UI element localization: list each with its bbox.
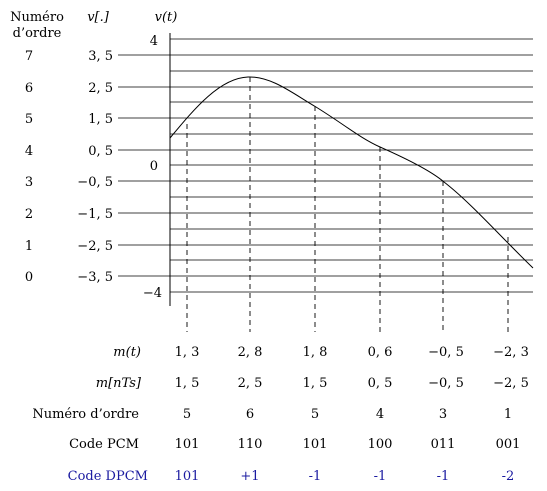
level-order: 3 — [25, 175, 33, 190]
level-order: 6 — [25, 81, 33, 96]
sample-value: 1, 8 — [303, 345, 328, 360]
quantized-value: −0, 5 — [428, 376, 464, 391]
level-order: 5 — [25, 112, 33, 127]
order-value: 5 — [311, 407, 319, 422]
dpcm-code: 101 — [175, 469, 200, 484]
dpcm-code: +1 — [240, 469, 259, 484]
level-value: −2, 5 — [77, 239, 113, 254]
sample-value: 1, 3 — [175, 345, 200, 360]
order-title-line2: d’ordre — [13, 26, 62, 41]
sampling-lines — [186, 77, 509, 332]
samples-row: 1, 3 2, 8 1, 8 0, 6 −0, 5 −2, 3 — [175, 345, 529, 360]
order-value: 6 — [246, 407, 254, 422]
pcm-row: 101 110 101 100 011 001 — [175, 437, 521, 452]
level-order: 7 — [25, 49, 33, 64]
dpcm-code: -2 — [502, 469, 515, 484]
quantized-value: 0, 5 — [368, 376, 393, 391]
order-value: 5 — [183, 407, 191, 422]
dpcm-row: 101 +1 -1 -1 -1 -2 — [175, 469, 515, 484]
quantized-value: −2, 5 — [493, 376, 529, 391]
order-row-label: Numéro d’ordre — [32, 407, 139, 422]
sample-value: −0, 5 — [428, 345, 464, 360]
level-order: 4 — [25, 144, 33, 159]
quantized-value: 1, 5 — [303, 376, 328, 391]
order-value: 1 — [504, 407, 512, 422]
level-value: 0, 5 — [88, 144, 113, 159]
level-value: 3, 5 — [88, 49, 113, 64]
pcm-code: 011 — [431, 437, 456, 452]
axis-bottom-label: −4 — [143, 286, 162, 301]
quantized-value-header: v[.] — [87, 10, 110, 25]
quantized-row-label: m[nTs] — [96, 376, 142, 391]
level-order: 1 — [25, 239, 33, 254]
signal-header: v(t) — [155, 10, 178, 25]
quantized-value: 2, 5 — [238, 376, 263, 391]
dpcm-code: -1 — [309, 469, 322, 484]
order-title-line1: Numéro — [10, 10, 64, 25]
quantized-row: 1, 5 2, 5 1, 5 0, 5 −0, 5 −2, 5 — [175, 376, 529, 391]
axis-top-label: 4 — [150, 34, 158, 49]
samples-row-label: m(t) — [113, 345, 141, 360]
pcm-code: 101 — [175, 437, 200, 452]
level-labels: 7 3, 5 6 2, 5 5 1, 5 4 0, 5 3 −0, 5 2 −1… — [25, 49, 113, 285]
level-value: 1, 5 — [88, 112, 113, 127]
pcm-code: 101 — [303, 437, 328, 452]
level-value: −3, 5 — [77, 270, 113, 285]
level-order: 0 — [25, 270, 33, 285]
dpcm-row-label: Code DPCM — [68, 469, 148, 484]
dpcm-code: -1 — [437, 469, 450, 484]
level-value: 2, 5 — [88, 81, 113, 96]
quantized-value: 1, 5 — [175, 376, 200, 391]
sample-value: −2, 3 — [493, 345, 529, 360]
pcm-code: 001 — [496, 437, 521, 452]
level-order: 2 — [25, 207, 33, 222]
grid-lines — [118, 38, 533, 293]
signal-curve — [169, 76, 534, 269]
level-value: −0, 5 — [77, 175, 113, 190]
level-value: −1, 5 — [77, 207, 113, 222]
order-value: 3 — [439, 407, 447, 422]
pcm-code: 100 — [368, 437, 393, 452]
order-row: 5 6 5 4 3 1 — [183, 407, 512, 422]
sample-value: 0, 6 — [368, 345, 393, 360]
pcm-row-label: Code PCM — [69, 437, 139, 452]
order-value: 4 — [376, 407, 384, 422]
sample-value: 2, 8 — [238, 345, 263, 360]
dpcm-code: -1 — [374, 469, 387, 484]
axis-zero-label: 0 — [150, 159, 158, 174]
pcm-code: 110 — [238, 437, 263, 452]
